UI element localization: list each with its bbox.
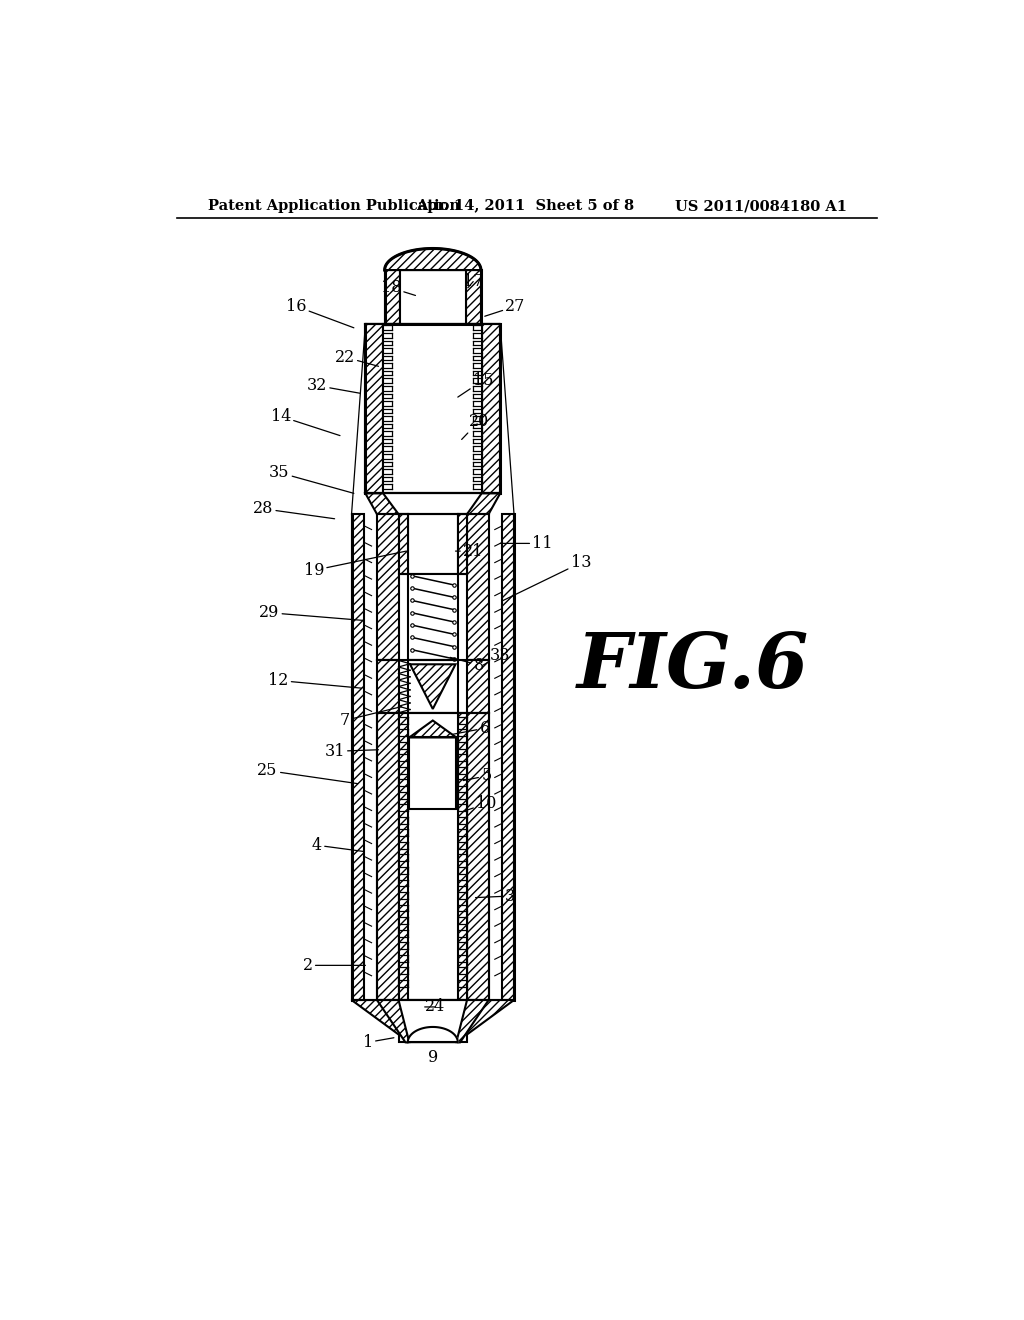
Polygon shape [467, 515, 488, 660]
Polygon shape [351, 515, 364, 1001]
Text: US 2011/0084180 A1: US 2011/0084180 A1 [675, 199, 847, 213]
Polygon shape [377, 1001, 410, 1043]
Text: 20: 20 [462, 413, 488, 440]
Polygon shape [398, 713, 408, 1001]
Text: 9: 9 [428, 1049, 438, 1067]
Text: 24: 24 [425, 998, 445, 1015]
Bar [400, 271, 466, 323]
Text: 28: 28 [253, 500, 335, 519]
Text: 19: 19 [303, 552, 407, 579]
Text: 31: 31 [325, 743, 379, 760]
Text: 11: 11 [500, 535, 553, 552]
Polygon shape [503, 515, 514, 1001]
Bar [383, 323, 481, 494]
Polygon shape [467, 494, 500, 515]
Text: 10: 10 [463, 795, 497, 812]
Polygon shape [457, 1001, 488, 1043]
Polygon shape [366, 323, 383, 494]
Text: 4: 4 [312, 837, 364, 854]
Text: 5: 5 [463, 767, 492, 784]
Bar [398, 1001, 467, 1043]
Text: 14: 14 [270, 408, 340, 436]
Polygon shape [466, 271, 481, 323]
Text: 33: 33 [483, 647, 510, 665]
Polygon shape [377, 713, 398, 1001]
Text: 12: 12 [268, 672, 361, 689]
Text: Patent Application Publication: Patent Application Publication [208, 199, 460, 213]
Text: 35: 35 [269, 465, 354, 494]
Text: 21: 21 [456, 543, 483, 560]
Polygon shape [410, 664, 456, 709]
Text: 29: 29 [259, 605, 364, 622]
Text: FIG.6: FIG.6 [577, 630, 809, 704]
Text: Apr. 14, 2011  Sheet 5 of 8: Apr. 14, 2011 Sheet 5 of 8 [416, 199, 634, 213]
Polygon shape [458, 515, 467, 574]
Bar [398, 713, 467, 1001]
Polygon shape [481, 323, 500, 494]
Text: 27: 27 [484, 298, 525, 317]
Bar [408, 574, 458, 660]
Polygon shape [398, 515, 408, 574]
Text: 17: 17 [463, 273, 483, 290]
Text: 18: 18 [381, 280, 416, 296]
Bar [408, 515, 458, 574]
Polygon shape [366, 494, 398, 515]
Text: 16: 16 [286, 298, 354, 327]
Text: 2: 2 [303, 957, 366, 974]
Polygon shape [385, 271, 400, 323]
Bar [408, 660, 458, 713]
Text: 7: 7 [340, 706, 401, 729]
Polygon shape [377, 515, 398, 660]
Text: 1: 1 [362, 1034, 394, 1051]
Polygon shape [377, 660, 398, 713]
Text: 8: 8 [451, 656, 483, 673]
Text: 13: 13 [502, 554, 591, 601]
Polygon shape [410, 721, 457, 738]
Polygon shape [458, 713, 467, 1001]
Text: 32: 32 [307, 378, 360, 395]
Text: 15: 15 [458, 372, 494, 397]
Text: 6: 6 [453, 719, 489, 737]
Bar [410, 738, 457, 809]
Text: 3: 3 [475, 887, 514, 904]
Polygon shape [385, 248, 481, 271]
Text: 22: 22 [335, 348, 379, 367]
Polygon shape [351, 1001, 514, 1043]
Text: 25: 25 [257, 762, 357, 784]
Polygon shape [467, 660, 488, 713]
Polygon shape [467, 713, 488, 1001]
